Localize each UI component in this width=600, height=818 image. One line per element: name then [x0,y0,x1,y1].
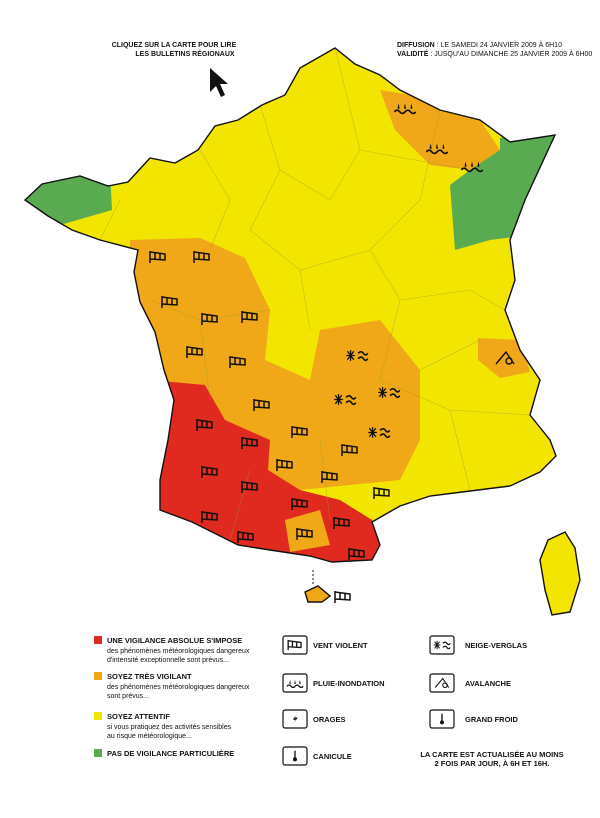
icon [433,640,451,650]
level-title: SOYEZ TRÈS VIGILANT [107,672,192,681]
phenomenon-label: GRAND FROID [465,715,518,724]
level-description: des phénomènes météorologiques dangereux [107,684,250,691]
phenomenon-label: ORAGES [313,715,346,724]
level-swatch [94,636,102,644]
icon-box [429,673,455,693]
level-description: des phénomènes météorologiques dangereux [107,648,250,655]
phenomenon-label: PLUIE-INONDATION [313,679,385,688]
note: LA CARTE EST ACTUALISÉE AU MOINS [420,750,563,759]
icon [286,679,304,689]
level-swatch [94,672,102,680]
orange-zone[interactable] [478,338,530,378]
legend: UNE VIGILANCE ABSOLUE S'IMPOSE des phénom… [94,635,564,768]
icon [292,714,298,724]
level-description: si vous pratiquez des activités sensible… [107,724,232,731]
phenomenon-label: AVALANCHE [465,679,511,688]
icon-box [282,709,308,729]
map[interactable] [20,47,581,616]
phenomenon-label: NEIGE-VERGLAS [465,641,527,650]
level-title: UNE VIGILANCE ABSOLUE S'IMPOSE [107,636,242,645]
level-title: PAS DE VIGILANCE PARTICULIÈRE [107,749,234,758]
header: CLIQUEZ SUR LA CARTE POUR LIRE LES BULLE… [112,40,592,97]
phenomenon-label: VENT VIOLENT [313,641,368,650]
note: 2 FOIS PAR JOUR, À 6H ET 16H. [435,759,550,768]
icon [293,750,297,762]
icon [434,677,450,689]
value: : JUSQU'AU DIMANCHE 25 JANVIER 2009 À 6H… [428,49,592,58]
label: VALIDITÉ [397,49,429,58]
value: : LE SAMEDI 24 JANVIER 2009 À 6H10 [435,40,562,49]
instruction: LES BULLETINS RÉGIONAUX [135,49,235,58]
cursor [210,68,228,97]
andorra[interactable] [304,585,332,603]
icon [334,590,351,604]
corsica[interactable] [539,531,581,616]
icon [440,713,444,725]
orange-zone[interactable] [380,90,500,170]
icon-box [282,673,308,693]
icon-box [429,635,455,655]
phenomenon-label: CANICULE [313,752,352,761]
icon-box [429,709,455,729]
diffusion: DIFFUSION : LE SAMEDI 24 JANVIER 2009 À … [397,40,562,49]
orange-zone[interactable] [130,238,420,490]
level-swatch [94,712,102,720]
level-swatch [94,749,102,757]
level-description: d'intensité exceptionnelle sont prévus..… [107,657,229,664]
icon-box [282,746,308,766]
icon [287,639,302,651]
icon-box [282,635,308,655]
level-description: sont prévus... [107,693,149,700]
level-title: SOYEZ ATTENTIF [107,712,170,721]
validite: VALIDITÉ : JUSQU'AU DIMANCHE 25 JANVIER … [397,49,592,58]
level-description: au risque météorologique... [107,733,192,740]
label: DIFFUSION [397,42,435,49]
instruction: CLIQUEZ SUR LA CARTE POUR LIRE [112,42,237,49]
department-borders [99,48,531,541]
